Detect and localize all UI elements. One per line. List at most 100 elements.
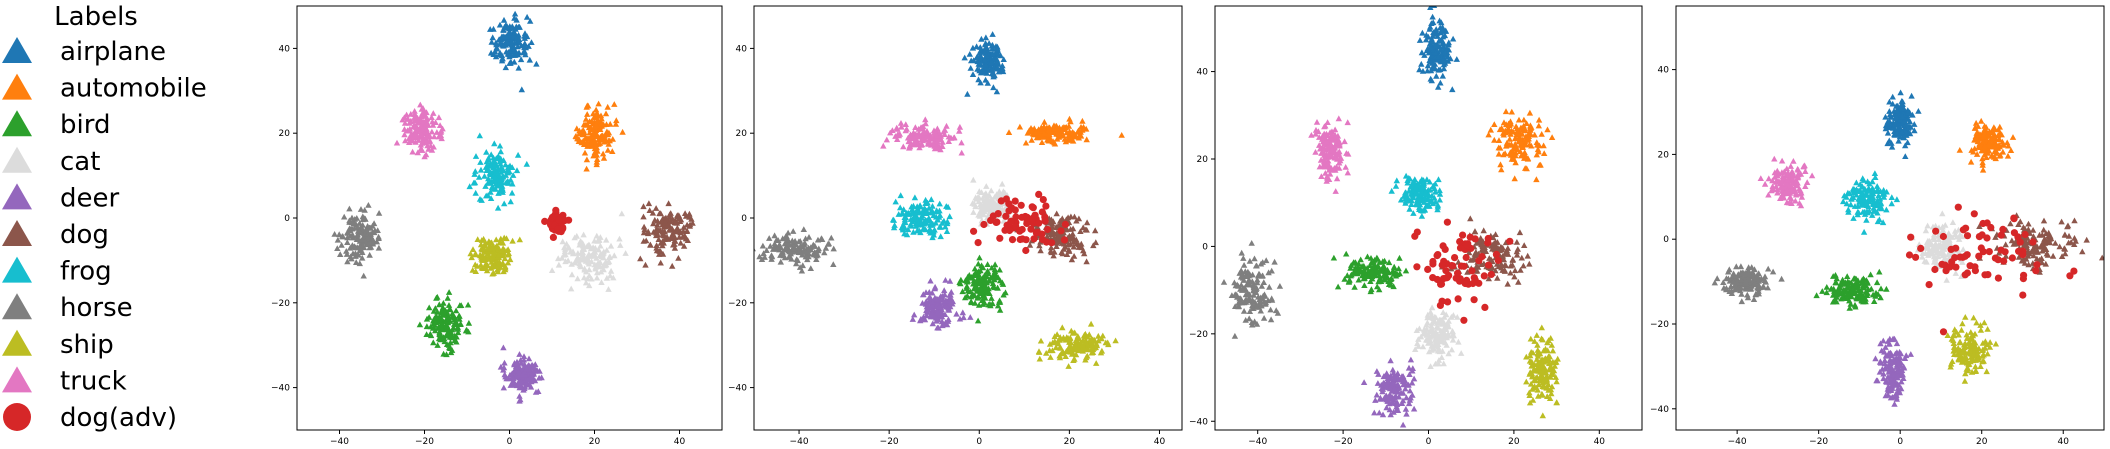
data-point xyxy=(1265,269,1272,276)
data-point xyxy=(1097,349,1105,356)
adv-point xyxy=(1018,225,1026,234)
data-point xyxy=(767,242,774,249)
data-point xyxy=(991,261,999,268)
data-point xyxy=(595,136,602,142)
data-point xyxy=(433,294,440,301)
data-point xyxy=(805,234,813,240)
legend-label: bird xyxy=(60,110,110,140)
data-point xyxy=(532,389,540,395)
data-point xyxy=(487,189,494,195)
data-point xyxy=(801,240,809,246)
legend: Labels airplaneautomobilebirdcatdeerdogf… xyxy=(2,2,207,433)
data-point xyxy=(1435,325,1442,331)
data-point xyxy=(1830,291,1837,298)
data-point xyxy=(508,189,516,196)
data-point xyxy=(976,280,984,287)
data-point xyxy=(485,245,492,252)
data-point xyxy=(1426,57,1433,63)
data-point xyxy=(1862,289,1869,295)
data-point xyxy=(1426,26,1433,32)
data-point xyxy=(1361,282,1368,288)
data-point xyxy=(929,299,936,305)
data-point xyxy=(451,336,459,343)
data-point xyxy=(1389,267,1397,274)
data-point xyxy=(1341,276,1348,282)
data-point xyxy=(338,241,345,248)
data-point xyxy=(495,252,502,258)
data-point xyxy=(975,198,982,205)
data-point xyxy=(897,120,905,126)
data-point xyxy=(584,143,591,149)
data-point xyxy=(509,237,516,244)
adv-point xyxy=(1044,225,1052,234)
data-point xyxy=(1364,253,1371,260)
data-point xyxy=(1434,206,1441,213)
data-point xyxy=(516,236,523,243)
data-point xyxy=(1036,355,1043,362)
legend-triangle-marker xyxy=(2,37,32,63)
adv-point xyxy=(1433,252,1441,260)
adv-point xyxy=(1018,235,1027,243)
adv-point xyxy=(997,197,1005,205)
data-point xyxy=(1036,349,1043,355)
data-point xyxy=(517,357,524,363)
data-point xyxy=(1900,134,1908,141)
data-point xyxy=(674,213,682,220)
data-point xyxy=(927,277,934,284)
data-point xyxy=(1344,169,1351,176)
data-point xyxy=(587,245,595,252)
data-point xyxy=(1979,162,1986,168)
data-point xyxy=(1423,326,1430,332)
data-point xyxy=(578,249,586,256)
data-point xyxy=(975,271,982,278)
y-tick-label: 0 xyxy=(284,214,290,224)
data-point xyxy=(1022,139,1030,146)
data-point xyxy=(1902,142,1909,149)
data-point xyxy=(936,223,943,230)
data-point xyxy=(1554,355,1561,362)
data-point xyxy=(516,393,523,399)
data-point xyxy=(1240,277,1247,283)
data-point xyxy=(1528,362,1535,369)
data-point xyxy=(588,258,595,265)
data-point xyxy=(507,256,514,263)
adv-point xyxy=(1459,231,1467,239)
data-point xyxy=(901,216,909,223)
data-point xyxy=(445,302,453,308)
data-point xyxy=(516,39,523,46)
data-point xyxy=(1548,390,1555,397)
data-point xyxy=(936,303,943,310)
legend-triangle-marker xyxy=(2,110,32,137)
data-point xyxy=(651,216,658,223)
data-point xyxy=(790,228,797,234)
data-point xyxy=(1053,243,1060,249)
data-point xyxy=(640,213,647,220)
data-point xyxy=(436,315,443,322)
data-point xyxy=(978,262,985,269)
legend-circle-marker xyxy=(3,403,31,431)
data-point xyxy=(1442,325,1450,332)
data-point xyxy=(979,67,986,73)
data-point xyxy=(1240,255,1247,261)
data-point xyxy=(406,139,413,145)
data-point xyxy=(1402,405,1410,412)
data-point xyxy=(502,161,509,168)
data-point xyxy=(573,125,580,132)
data-point xyxy=(1383,383,1391,390)
data-point xyxy=(1246,257,1254,264)
data-point xyxy=(1267,316,1275,323)
data-point xyxy=(1075,215,1083,222)
legend-triangle-marker xyxy=(2,73,32,100)
x-tick-label: −20 xyxy=(1334,437,1353,447)
data-point xyxy=(472,168,479,174)
data-point xyxy=(1429,33,1436,39)
data-point xyxy=(942,223,949,230)
data-point xyxy=(999,180,1006,187)
data-point xyxy=(1066,115,1073,122)
data-point xyxy=(597,126,604,132)
data-point xyxy=(513,23,520,30)
data-point xyxy=(470,179,477,186)
data-point xyxy=(1523,120,1530,126)
data-point xyxy=(922,120,929,127)
data-point xyxy=(1512,134,1519,141)
